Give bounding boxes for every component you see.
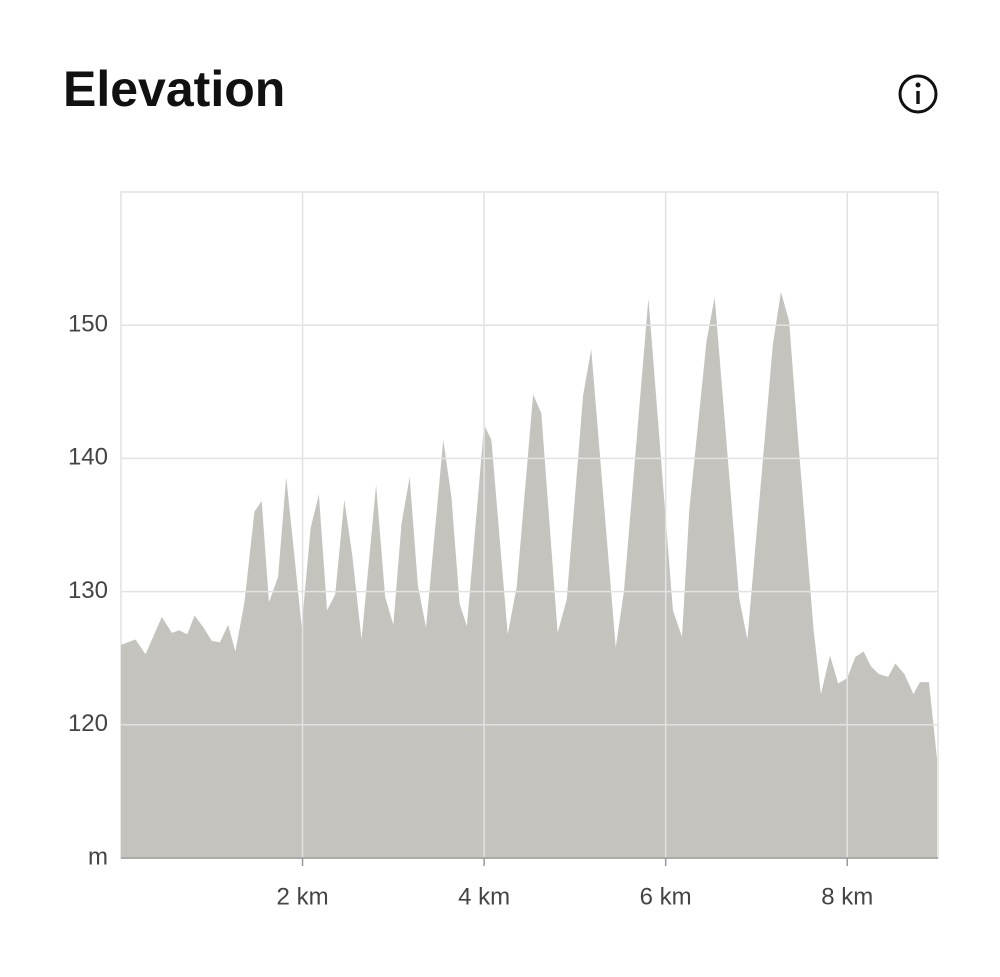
y-tick-label: m (88, 843, 108, 870)
x-tick-label: 8 km (821, 883, 873, 910)
x-tick-label: 4 km (458, 883, 510, 910)
x-tick-label: 2 km (277, 883, 329, 910)
elevation-area (121, 291, 938, 858)
x-tick-label: 6 km (640, 883, 692, 910)
y-tick-label: 140 (68, 444, 108, 471)
info-icon[interactable] (898, 74, 938, 114)
chart-title: Elevation (63, 61, 285, 117)
y-tick-label: 150 (68, 311, 108, 338)
y-tick-label: 120 (68, 710, 108, 737)
y-tick-label: 130 (68, 577, 108, 604)
